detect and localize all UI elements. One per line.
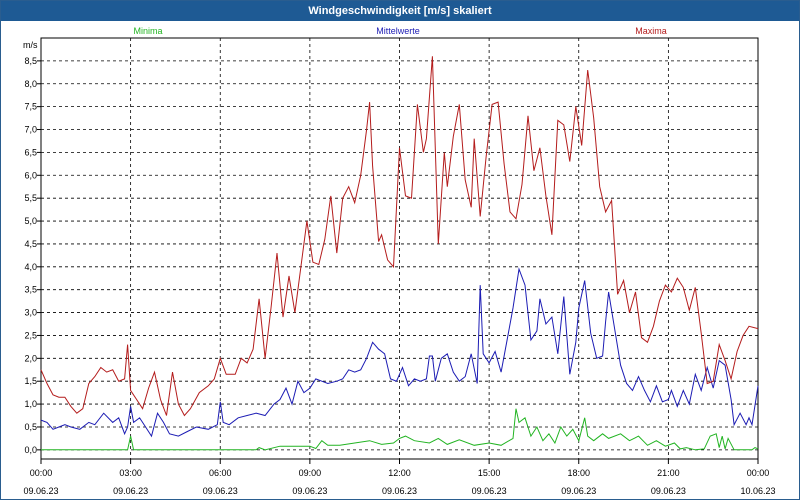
- x-tick-label-time: 09:00: [299, 468, 322, 478]
- grid: [40, 38, 759, 459]
- y-tick-label: 3,5: [24, 285, 37, 295]
- wind-speed-chart: 0,0 0,5 1,0 1,5 2,0 2,5 3,0 3,5 4,0 4,5 5,0 5,5 6,0 6…: [23, 26, 776, 496]
- x-tick-label-date: 09.06.23: [292, 486, 327, 496]
- y-tick-label: 0,0: [24, 445, 37, 455]
- y-tick-label: 6,5: [24, 147, 37, 157]
- y-tick-label: 2,5: [24, 330, 37, 340]
- series-lines: [40, 56, 759, 451]
- legend: Minima Mittelwerte Maxima: [133, 26, 666, 36]
- x-tick-label-time: 12:00: [388, 468, 411, 478]
- x-tick-label-date: 09.06.23: [23, 486, 58, 496]
- y-axis: 0,0 0,5 1,0 1,5 2,0 2,5 3,0 3,5 4,0 4,5 5,0 5,5 6,0 6…: [24, 56, 41, 455]
- x-tick-label-date: 09.06.23: [382, 486, 417, 496]
- series-line-mittelwerte: [40, 267, 759, 438]
- x-tick-label-date: 09.06.23: [113, 486, 148, 496]
- y-tick-label: 7,0: [24, 125, 37, 135]
- x-tick-label-date: 09.06.23: [651, 486, 686, 496]
- x-tick-label-time: 15:00: [478, 468, 501, 478]
- y-tick-label: 7,5: [24, 102, 37, 112]
- y-tick-label: 5,5: [24, 193, 37, 203]
- y-tick-label: 1,5: [24, 376, 37, 386]
- x-tick-label-date: 09.06.23: [561, 486, 596, 496]
- y-tick-label: 0,5: [24, 422, 37, 432]
- legend-entry-minima: Minima: [133, 26, 162, 36]
- y-tick-label: 1,0: [24, 399, 37, 409]
- y-tick-label: 3,0: [24, 308, 37, 318]
- x-tick-label-date: 10.06.23: [740, 486, 775, 496]
- x-tick-label-time: 00:00: [747, 468, 770, 478]
- y-axis-label: m/s: [23, 40, 38, 50]
- y-tick-label: 8,0: [24, 79, 37, 89]
- series-line-minima: [41, 408, 759, 451]
- y-tick-label: 4,0: [24, 262, 37, 272]
- x-tick-label-time: 00:00: [30, 468, 53, 478]
- x-tick-label-time: 06:00: [209, 468, 232, 478]
- x-tick-label-time: 18:00: [567, 468, 590, 478]
- x-axis: 00:00 09.06.23 03:00 09.06.23 06:00 09.06.23 0…: [23, 459, 776, 496]
- y-tick-label: 4,5: [24, 239, 37, 249]
- x-tick-label-time: 03:00: [119, 468, 142, 478]
- x-tick-label-time: 21:00: [657, 468, 680, 478]
- y-tick-label: 8,5: [24, 56, 37, 66]
- legend-entry-mittelwerte: Mittelwerte: [376, 26, 420, 36]
- x-tick-label-date: 09.06.23: [472, 486, 507, 496]
- chart-title: Windgeschwindigkeit [m/s] skaliert: [1, 1, 799, 21]
- legend-entry-maxima: Maxima: [635, 26, 667, 36]
- y-tick-label: 6,0: [24, 170, 37, 180]
- x-tick-label-date: 09.06.23: [203, 486, 238, 496]
- y-tick-label: 5,0: [24, 216, 37, 226]
- y-tick-label: 2,0: [24, 353, 37, 363]
- series-line-maxima: [40, 56, 759, 417]
